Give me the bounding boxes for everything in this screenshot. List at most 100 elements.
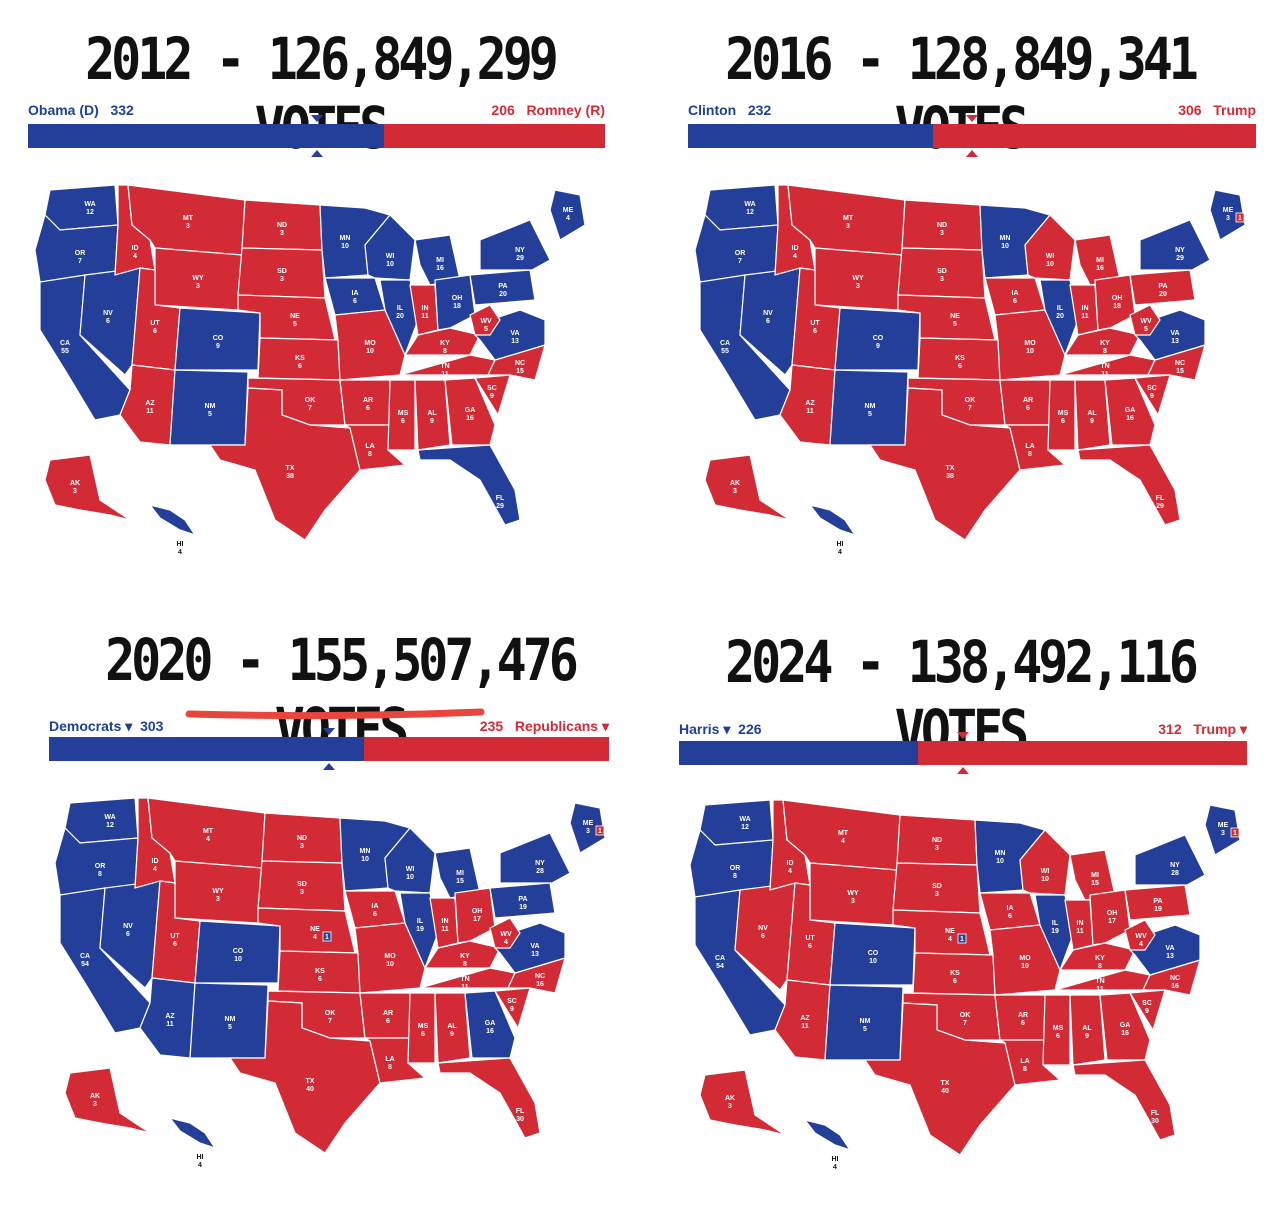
- state-il: [1034, 894, 1074, 972]
- state-ms: [387, 379, 416, 451]
- state-ev-la: 8: [1028, 451, 1032, 458]
- state-abbr-mo: MO: [384, 953, 396, 960]
- map-svg: WA12OR8CA54NV6ID4MT4WY3UT6AZ11CO10NM5ND3…: [689, 799, 1241, 1171]
- split-district-ev-me: 1: [1233, 830, 1237, 837]
- state-ev-fl: 30: [516, 1116, 524, 1123]
- state-abbr-in: IN: [1082, 305, 1089, 312]
- state-abbr-ak: AK: [730, 480, 740, 487]
- state-abbr-az: AZ: [145, 400, 155, 407]
- state-il: [399, 892, 439, 970]
- state-ev-il: 20: [1056, 313, 1064, 320]
- state-abbr-nm: NM: [225, 1016, 236, 1023]
- state-abbr-co: CO: [213, 335, 224, 342]
- state-ev-ks: 6: [953, 978, 957, 985]
- state-pa: [489, 882, 556, 919]
- state-abbr-ca: CA: [715, 955, 725, 962]
- state-sc: [493, 987, 531, 1030]
- state-abbr-nv: NV: [123, 923, 133, 930]
- state-ev-il: 19: [1051, 928, 1059, 935]
- state-ev-ny: 28: [1171, 870, 1179, 877]
- state-abbr-nc: NC: [1170, 975, 1180, 982]
- state-abbr-ky: KY: [1100, 340, 1110, 347]
- state-abbr-sc: SC: [1142, 1000, 1152, 1007]
- state-ev-pa: 19: [1154, 906, 1162, 913]
- state-abbr-ut: UT: [810, 320, 820, 327]
- state-ev-mt: 4: [206, 836, 210, 843]
- state-abbr-nc: NC: [515, 360, 525, 367]
- state-abbr-ny: NY: [1170, 862, 1180, 869]
- state-abbr-in: IN: [1077, 920, 1084, 927]
- state-ev-ut: 6: [813, 328, 817, 335]
- state-ev-wi: 10: [1046, 261, 1054, 268]
- dem-candidate-label: Clinton: [688, 102, 737, 118]
- state-ev-ak: 3: [733, 488, 737, 495]
- state-ev-ar: 6: [386, 1018, 390, 1025]
- state-ev-nv: 6: [126, 931, 130, 938]
- state-abbr-il: IL: [1052, 920, 1059, 927]
- state-ev-wv: 4: [504, 939, 508, 946]
- state-ev-wa: 12: [741, 824, 749, 831]
- state-abbr-ks: KS: [950, 970, 960, 977]
- state-abbr-ga: GA: [485, 1020, 496, 1027]
- state-abbr-az: AZ: [805, 400, 815, 407]
- state-me: [1204, 804, 1241, 856]
- state-ev-nd: 3: [940, 230, 944, 237]
- dem-electoral-votes: 332: [110, 102, 134, 118]
- state-ev-or: 8: [733, 873, 737, 880]
- state-abbr-wi: WI: [1046, 253, 1055, 260]
- electoral-vote-bar: [28, 124, 605, 148]
- state-abbr-wi: WI: [406, 866, 415, 873]
- state-ev-id: 4: [793, 253, 797, 260]
- state-hi: [168, 1116, 217, 1150]
- state-abbr-wi: WI: [1041, 868, 1050, 875]
- state-me: [569, 802, 606, 854]
- state-abbr-il: IL: [397, 305, 404, 312]
- state-abbr-pa: PA: [518, 896, 527, 903]
- us-electoral-map: WA 12 OR 7 CA 55 NV 6 ID 4 MT 3 WY 3 UT 6 AZ 11 CO 9 NM 5 ND 3 S…: [680, 170, 1260, 560]
- rep-electoral-votes: 306: [1178, 102, 1202, 118]
- state-fl: [437, 1057, 541, 1139]
- state-abbr-ms: MS: [1058, 410, 1069, 417]
- state-abbr-ca: CA: [60, 340, 70, 347]
- state-ev-wv: 5: [1144, 326, 1148, 333]
- state-ev-sd: 3: [280, 276, 284, 283]
- state-al: [1069, 994, 1106, 1066]
- state-abbr-me: ME: [583, 820, 594, 827]
- state-abbr-al: AL: [427, 410, 437, 417]
- state-abbr-nd: ND: [932, 837, 942, 844]
- state-al: [414, 379, 451, 451]
- state-abbr-mi: MI: [1091, 872, 1099, 879]
- state-abbr-pa: PA: [1153, 898, 1162, 905]
- map-svg: WA12OR7CA55NV6ID4MT3WY3UT6AZ11CO9NM5ND3S…: [694, 184, 1246, 556]
- state-abbr-al: AL: [447, 1023, 457, 1030]
- state-ev-oh: 18: [453, 303, 461, 310]
- state-abbr-va: VA: [530, 943, 539, 950]
- state-ev-ms: 6: [401, 418, 405, 425]
- state-ak: [704, 454, 791, 521]
- state-ev-id: 4: [788, 868, 792, 875]
- state-abbr-ak: AK: [70, 480, 80, 487]
- state-ev-ky: 8: [1103, 348, 1107, 355]
- state-abbr-tn: TN: [440, 363, 449, 370]
- state-abbr-wy: WY: [212, 888, 224, 895]
- state-fl: [417, 444, 521, 526]
- state-abbr-co: CO: [873, 335, 884, 342]
- state-ev-hi: 4: [838, 549, 842, 556]
- state-ev-wi: 10: [386, 261, 394, 268]
- state-abbr-sd: SD: [277, 268, 287, 275]
- us-electoral-map: WA 12 OR 8 CA 54 NV 6 ID 4 MT 4 WY 3 UT 6 AZ 11 CO 10 NM 5 ND 3…: [40, 783, 620, 1173]
- state-ev-pa: 20: [1159, 291, 1167, 298]
- state-ev-ca: 54: [716, 963, 724, 970]
- state-abbr-mn: MN: [1000, 235, 1011, 242]
- state-abbr-hi: HI: [197, 1154, 204, 1161]
- state-abbr-ga: GA: [1125, 407, 1136, 414]
- majority-marker-top: [957, 732, 969, 739]
- split-district-ev-me: 1: [598, 828, 602, 835]
- state-ms: [407, 992, 436, 1064]
- state-wv: [1124, 919, 1156, 951]
- state-ev-wy: 3: [851, 898, 855, 905]
- state-ev-or: 7: [738, 258, 742, 265]
- state-ev-tx: 40: [306, 1086, 314, 1093]
- state-sc: [473, 374, 511, 417]
- majority-marker-top: [966, 115, 978, 122]
